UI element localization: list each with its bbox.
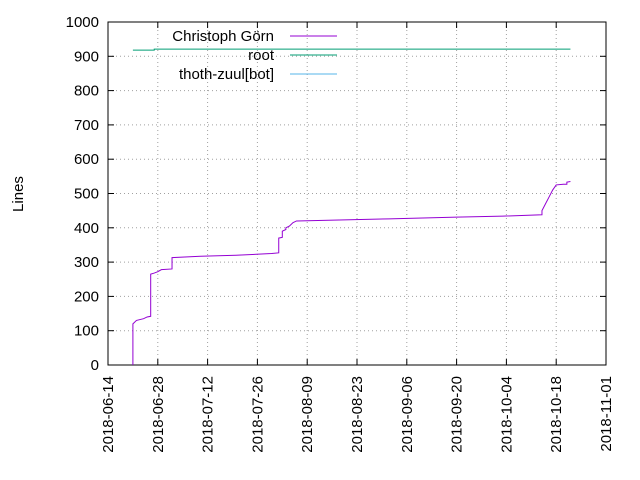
series-line-1: [132, 48, 571, 51]
series-line-0: [132, 180, 571, 365]
x-tick-label: 2018-08-09: [299, 376, 316, 453]
y-axis-title: Lines: [10, 176, 27, 212]
legend: Christoph Görn root thoth-zuul[bot]: [172, 28, 337, 83]
y-tick-label: 1000: [66, 14, 99, 31]
y-tick-label: 800: [74, 83, 99, 100]
axis-ticks: 0 100 200 300 400 500 600 700 800 900 1000 2018-06-…: [66, 14, 615, 453]
x-tick-label: 2018-10-18: [548, 376, 565, 453]
x-tick-label: 2018-09-06: [399, 376, 416, 453]
x-tick-label: 2018-07-12: [200, 376, 217, 453]
series-layer: [132, 48, 571, 365]
y-tick-label: 500: [74, 186, 99, 203]
y-tick-label: 200: [74, 288, 99, 305]
x-tick-label: 2018-10-04: [498, 376, 515, 453]
x-tick-label: 2018-06-28: [150, 376, 167, 453]
legend-label: root: [248, 47, 275, 64]
y-tick-label: 400: [74, 220, 99, 237]
x-tick-label: 2018-11-01: [598, 376, 615, 452]
y-tick-label: 700: [74, 117, 99, 134]
legend-label: Christoph Görn: [172, 28, 274, 45]
x-tick-label: 2018-07-26: [249, 376, 266, 453]
y-tick-label: 300: [74, 254, 99, 271]
x-tick-label: 2018-08-23: [349, 376, 366, 453]
y-tick-label: 900: [74, 48, 99, 65]
legend-label: thoth-zuul[bot]: [179, 66, 274, 83]
grid-lines: [108, 22, 606, 365]
y-tick-label: 600: [74, 151, 99, 168]
y-tick-label: 100: [74, 323, 99, 340]
x-tick-label: 2018-06-14: [100, 376, 117, 453]
y-tick-label: 0: [91, 357, 99, 374]
x-tick-label: 2018-09-20: [449, 376, 466, 453]
